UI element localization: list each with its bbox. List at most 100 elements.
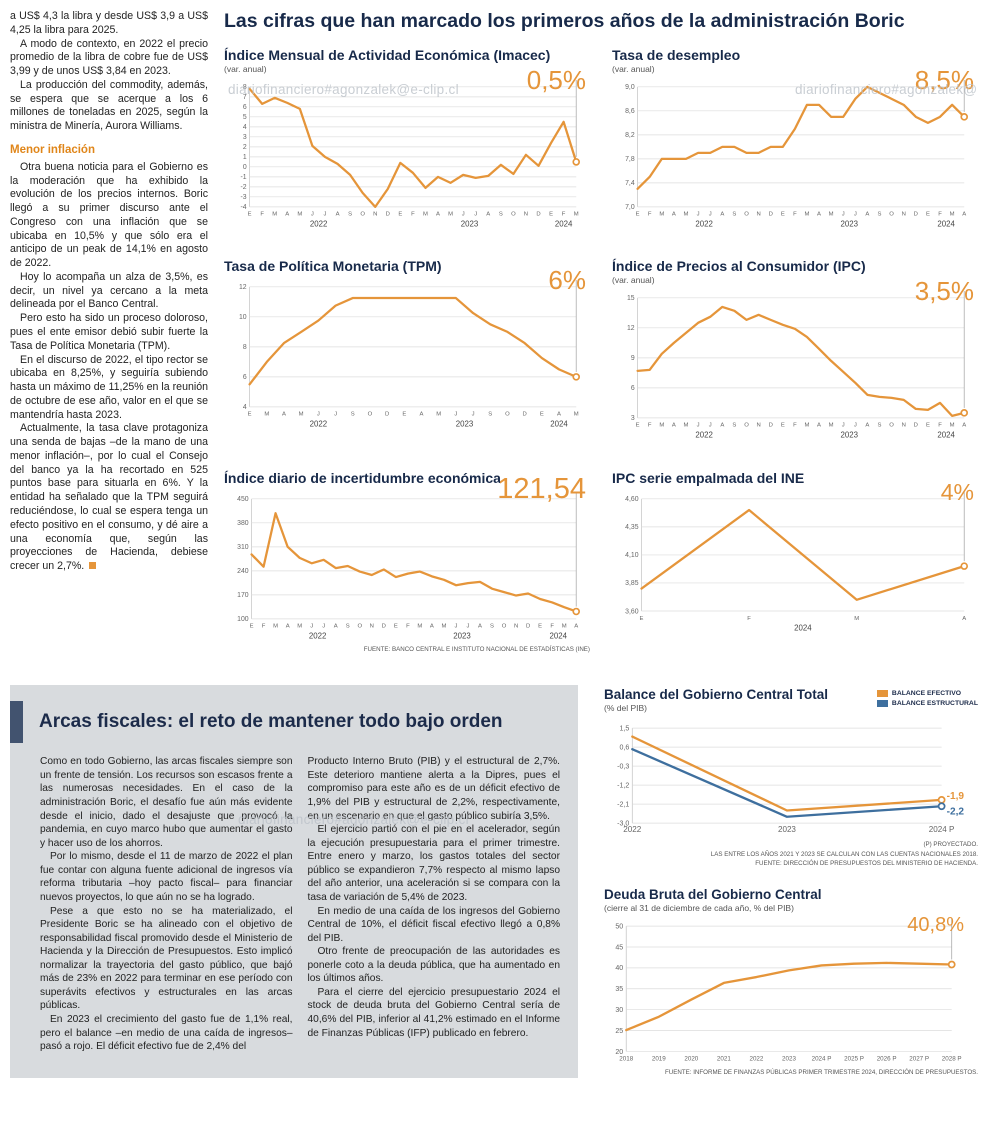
svg-text:E: E bbox=[636, 212, 640, 218]
svg-text:O: O bbox=[889, 212, 894, 218]
svg-text:30: 30 bbox=[615, 1007, 623, 1014]
svg-text:O: O bbox=[889, 423, 894, 429]
legend-item-efectivo: BALANCE EFECTIVO bbox=[876, 690, 978, 698]
svg-text:2025 P: 2025 P bbox=[844, 1056, 864, 1063]
svg-text:2023: 2023 bbox=[782, 1056, 796, 1063]
svg-text:-1: -1 bbox=[241, 174, 247, 181]
article-paragraph: Pero esto ha sido un proceso doloroso, p… bbox=[10, 312, 208, 352]
svg-text:E: E bbox=[540, 412, 544, 418]
svg-text:M: M bbox=[297, 212, 302, 218]
svg-text:J: J bbox=[842, 423, 845, 429]
svg-text:O: O bbox=[502, 624, 507, 630]
chart-title: Índice Mensual de Actividad Económica (I… bbox=[224, 47, 551, 63]
fiscal-title-row: Arcas fiscales: el reto de mantener todo… bbox=[10, 701, 578, 744]
chart-card-desempleo: Tasa de desempleo (var. anual) 8,5% 9,0 8… bbox=[612, 47, 978, 232]
chart-footnote: (P) PROYECTADO. bbox=[923, 840, 978, 848]
svg-text:D: D bbox=[914, 423, 918, 429]
svg-text:A: A bbox=[334, 624, 338, 630]
svg-text:9,0: 9,0 bbox=[625, 84, 635, 91]
fiscal-paragraph: En medio de una caída de los ingresos de… bbox=[307, 905, 561, 944]
svg-text:A: A bbox=[436, 212, 440, 218]
fiscal-column-1: Como en todo Gobierno, las arcas fiscale… bbox=[40, 755, 293, 1053]
chart-highlight-value: 6% bbox=[548, 265, 586, 296]
chart-box: 121,54 450 380 310 240 170 100 E F M A M J J A S O N D E F M… bbox=[224, 473, 590, 644]
chart-footnote: FUENTE: DIRECCIÓN DE PRESUPUESTOS DEL MI… bbox=[755, 860, 978, 868]
chart-highlight-value: 40,8% bbox=[907, 914, 964, 937]
svg-text:F: F bbox=[938, 423, 942, 429]
chart-box: 1,5 0,6 -0,3 -1,2 -2,1 -3,0 2022 2023 2024 P -1,9… bbox=[604, 718, 978, 839]
chart-subtitle: (% del PIB) bbox=[604, 703, 647, 714]
chart-subtitle: (var. anual) bbox=[612, 275, 655, 286]
svg-text:2024: 2024 bbox=[937, 431, 955, 440]
legend-label: BALANCE ESTRUCTURAL bbox=[891, 700, 978, 708]
svg-text:-0,3: -0,3 bbox=[617, 764, 629, 771]
svg-text:O: O bbox=[368, 412, 373, 418]
svg-text:J: J bbox=[310, 624, 313, 630]
svg-text:2024: 2024 bbox=[555, 220, 573, 229]
svg-text:A: A bbox=[962, 423, 966, 429]
svg-text:A: A bbox=[286, 624, 290, 630]
chart-card-ipc-ine: IPC serie empalmada del INE 4% 4,60 4,35 4… bbox=[612, 470, 978, 653]
svg-text:-1,2: -1,2 bbox=[617, 783, 629, 790]
svg-text:J: J bbox=[842, 212, 845, 218]
svg-text:2023: 2023 bbox=[456, 420, 474, 429]
svg-text:7,8: 7,8 bbox=[625, 156, 635, 163]
svg-text:M: M bbox=[297, 624, 302, 630]
svg-text:M: M bbox=[950, 212, 955, 218]
svg-text:N: N bbox=[756, 212, 760, 218]
svg-text:F: F bbox=[648, 423, 652, 429]
article-paragraph: Otra buena noticia para el Gobierno es l… bbox=[10, 160, 208, 270]
svg-text:9: 9 bbox=[631, 356, 635, 363]
svg-text:S: S bbox=[499, 212, 503, 218]
svg-text:S: S bbox=[346, 624, 350, 630]
fiscal-paragraph: Producto Interno Bruto (PIB) y el estruc… bbox=[307, 756, 561, 822]
svg-text:F: F bbox=[747, 616, 751, 622]
chart-highlight-value: 4% bbox=[940, 478, 974, 505]
svg-text:A: A bbox=[282, 412, 286, 418]
svg-text:M: M bbox=[829, 212, 834, 218]
svg-text:3: 3 bbox=[631, 416, 635, 423]
svg-text:M: M bbox=[854, 616, 859, 622]
svg-text:J: J bbox=[854, 212, 857, 218]
chart-subtitle: (cierre al 31 de diciembre de cada año, … bbox=[604, 903, 794, 914]
bottom-section: Arcas fiscales: el reto de mantener todo… bbox=[10, 685, 978, 1078]
chart-title: Índice diario de incertidumbre económica bbox=[224, 469, 501, 486]
svg-text:J: J bbox=[311, 212, 314, 218]
svg-text:2024 P: 2024 P bbox=[929, 826, 955, 835]
svg-text:12: 12 bbox=[239, 285, 247, 292]
svg-text:N: N bbox=[756, 423, 760, 429]
chart-subtitle: (var. anual) bbox=[612, 64, 655, 74]
svg-text:2022: 2022 bbox=[310, 420, 327, 429]
svg-text:N: N bbox=[370, 624, 374, 630]
legend-swatch-blue bbox=[876, 700, 888, 708]
svg-text:M: M bbox=[684, 212, 689, 218]
svg-text:A: A bbox=[817, 423, 821, 429]
svg-text:2021: 2021 bbox=[717, 1056, 731, 1063]
svg-text:310: 310 bbox=[237, 544, 249, 551]
svg-text:F: F bbox=[262, 624, 266, 630]
svg-text:2022: 2022 bbox=[310, 220, 327, 229]
svg-text:S: S bbox=[488, 412, 492, 418]
svg-text:380: 380 bbox=[237, 520, 249, 527]
svg-text:2027 P: 2027 P bbox=[909, 1056, 929, 1063]
svg-text:M: M bbox=[684, 423, 689, 429]
svg-text:F: F bbox=[411, 212, 415, 218]
svg-text:6: 6 bbox=[243, 104, 247, 111]
ipc-ine-line-chart: 4,60 4,35 4,10 3,85 3,60E F M A 2024 bbox=[625, 491, 969, 633]
svg-text:D: D bbox=[526, 624, 530, 630]
svg-text:S: S bbox=[351, 412, 355, 418]
svg-text:2023: 2023 bbox=[841, 220, 859, 229]
fiscal-paragraph: En 2023 el crecimiento del gasto fue de … bbox=[40, 1014, 293, 1053]
svg-text:20: 20 bbox=[615, 1049, 623, 1056]
svg-text:J: J bbox=[317, 412, 320, 418]
svg-text:40: 40 bbox=[615, 966, 623, 973]
svg-text:N: N bbox=[902, 212, 906, 218]
svg-text:M: M bbox=[562, 624, 567, 630]
chart-card-tpm: Tasa de Política Monetaria (TPM) 6% 12 10… bbox=[224, 258, 590, 443]
svg-text:S: S bbox=[348, 212, 352, 218]
svg-text:2024: 2024 bbox=[550, 420, 568, 429]
svg-text:M: M bbox=[448, 212, 453, 218]
svg-text:E: E bbox=[781, 212, 785, 218]
svg-text:F: F bbox=[260, 212, 264, 218]
svg-text:F: F bbox=[406, 624, 410, 630]
